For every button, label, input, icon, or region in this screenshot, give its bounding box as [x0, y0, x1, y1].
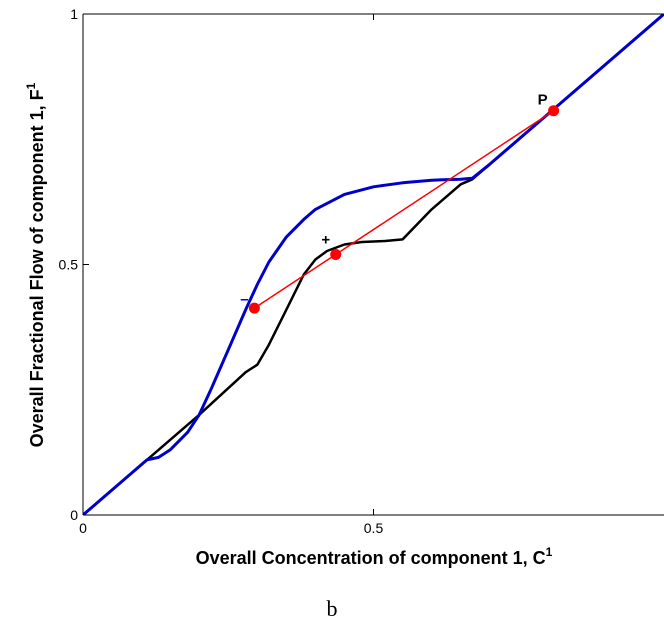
y-tick-label: 1: [70, 6, 78, 22]
point-label: P: [538, 92, 548, 109]
series-line-2: [254, 111, 553, 308]
marked-point: [549, 106, 559, 116]
fractional-flow-chart: 0 0.5 0 0.5 1 – + P Overall Concentration of c…: [0, 0, 664, 600]
y-tick-label: 0.5: [59, 257, 79, 273]
y-tick-label: 0: [70, 507, 78, 523]
y-axis-title: Overall Fractional Flow of component 1, …: [24, 82, 47, 447]
x-axis-title-text: Overall Concentration of component 1, C: [196, 548, 546, 568]
y-axis-title-text: Overall Fractional Flow of component 1, …: [27, 89, 47, 447]
x-axis-title-superscript: 1: [546, 545, 553, 559]
x-tick-label: 0.5: [364, 520, 384, 536]
y-axis-title-superscript: 1: [24, 82, 38, 89]
marked-point: [331, 249, 341, 259]
x-tick-label: 0: [79, 520, 87, 536]
point-label: +: [321, 231, 330, 248]
figure-caption: b: [0, 596, 664, 622]
point-label: –: [240, 291, 248, 308]
marked-point: [249, 303, 259, 313]
x-axis-title: Overall Concentration of component 1, C1: [196, 545, 553, 568]
